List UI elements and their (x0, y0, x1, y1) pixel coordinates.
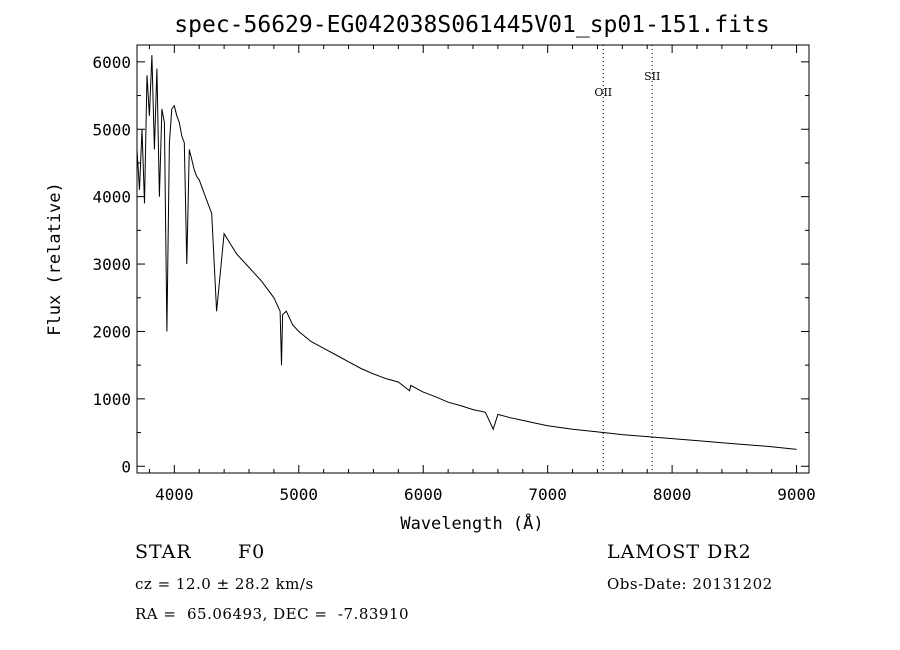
y-tick-label: 3000 (92, 255, 131, 274)
plot-frame (136, 44, 810, 474)
x-tick-label: 6000 (404, 485, 443, 504)
chart-title: spec-56629-EG042038S061445V01_sp01-151.f… (174, 12, 769, 38)
y-tick-label: 2000 (92, 322, 131, 341)
x-tick-label: 4000 (155, 485, 194, 504)
object-type: STAR (135, 541, 192, 563)
y-tick-label: 4000 (92, 188, 131, 207)
spectrum-line (136, 55, 797, 450)
line-marker-label: OII (594, 86, 612, 99)
observation-date: Obs-Date: 20131202 (607, 575, 773, 593)
x-axis-label: Wavelength (Å) (400, 512, 543, 534)
line-markers: OII SII (594, 45, 660, 473)
x-tick-label: 7000 (528, 485, 567, 504)
x-axis: 4000 5000 6000 7000 8000 9000 (148, 45, 816, 504)
y-tick-label: 0 (121, 457, 131, 476)
sky-coordinates: RA = 65.06493, DEC = -7.83910 (135, 605, 410, 623)
survey-name: LAMOST DR2 (607, 541, 752, 563)
line-marker-label: SII (644, 70, 660, 83)
x-tick-label: 8000 (653, 485, 692, 504)
y-tick-label: 5000 (92, 120, 131, 139)
redshift-velocity: cz = 12.0 ± 28.2 km/s (135, 575, 314, 593)
x-tick-label: 5000 (280, 485, 319, 504)
x-tick-label: 9000 (777, 485, 816, 504)
y-axis: 0 1000 2000 3000 4000 5000 6000 (92, 53, 809, 476)
y-tick-label: 6000 (92, 53, 131, 72)
y-axis-label: Flux (relative) (45, 182, 65, 336)
y-tick-label: 1000 (92, 390, 131, 409)
spectral-subclass: F0 (238, 541, 266, 563)
